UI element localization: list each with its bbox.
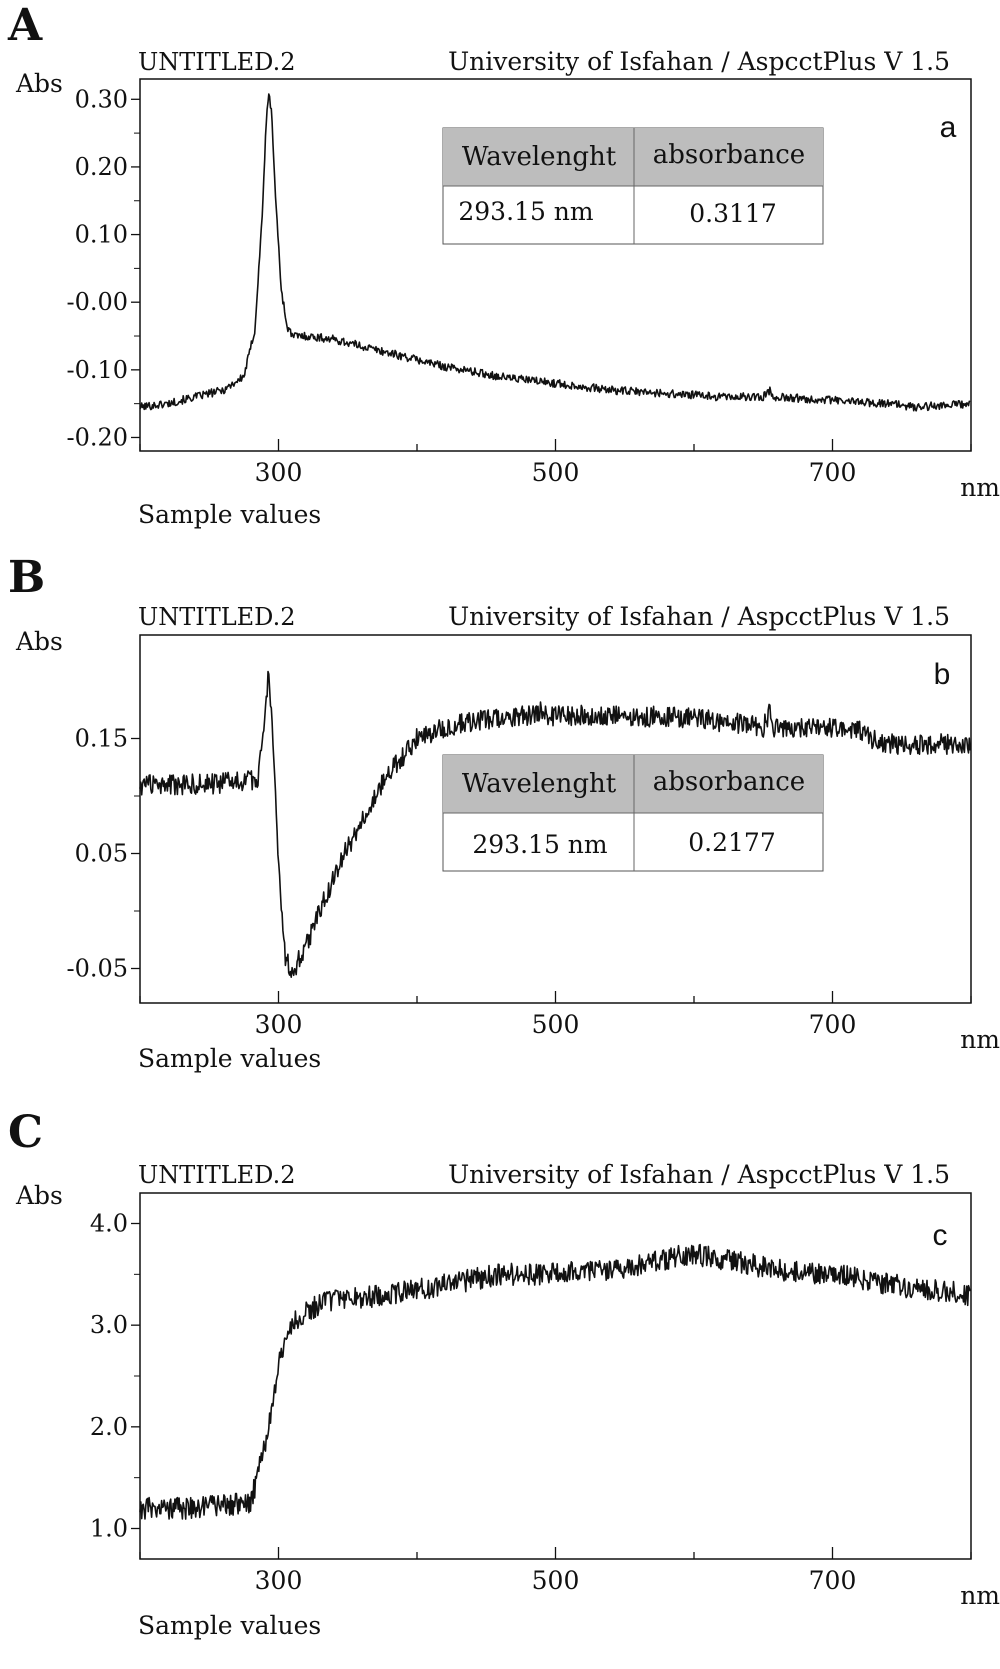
x-caption: Sample values [138, 1044, 321, 1073]
y-tick-label: -0.00 [66, 288, 128, 316]
table-cell-wavelength: 293.15 nm [472, 830, 608, 859]
x-unit-label: nm [960, 473, 1000, 502]
y-tick-label: 0.10 [75, 221, 128, 249]
x-tick-label: 700 [809, 1010, 857, 1039]
panel-b: B UNTITLED.2 University of Isfahan / Asp… [8, 552, 1000, 1073]
data-table: Wavelenght absorbance 293.15 nm 0.3117 [442, 127, 824, 245]
panel-letter: C [8, 1107, 43, 1158]
file-name: UNTITLED.2 [138, 603, 295, 631]
table-cell-absorbance: 0.2177 [688, 828, 775, 857]
x-tick-label: 500 [532, 1566, 580, 1595]
sub-label: b [934, 658, 951, 691]
panel-a: A UNTITLED.2 University of Isfahan / Asp… [7, 0, 1000, 529]
y-tick-label: -0.10 [66, 356, 128, 384]
x-caption: Sample values [138, 1611, 321, 1640]
y-tick-label: 0.20 [75, 153, 128, 181]
y-tick-label: 0.30 [75, 85, 128, 113]
y-tick-label: -0.20 [66, 423, 128, 451]
panel-letter: B [8, 552, 45, 603]
x-tick-label: 300 [255, 458, 303, 487]
panel-c: C UNTITLED.2 University of Isfahan / Asp… [8, 1107, 1000, 1640]
y-tick-label: 4.0 [90, 1210, 128, 1238]
file-name: UNTITLED.2 [138, 1161, 295, 1189]
y-tick-label: 0.05 [75, 840, 128, 868]
sub-label: a [940, 111, 957, 144]
sub-label: c [933, 1219, 948, 1252]
y-unit-label: Abs [15, 1181, 63, 1210]
spectrum-line [139, 93, 971, 412]
y-unit-label: Abs [15, 69, 63, 98]
x-unit-label: nm [960, 1581, 1000, 1610]
x-tick-label: 700 [809, 458, 857, 487]
software-name: University of Isfahan / AspcctPlus V 1.5 [448, 602, 950, 631]
y-tick-label: 1.0 [90, 1515, 128, 1543]
x-caption: Sample values [138, 500, 321, 529]
x-tick-label: 300 [255, 1566, 303, 1595]
software-name: University of Isfahan / AspcctPlus V 1.5 [448, 47, 950, 76]
y-unit-label: Abs [15, 627, 63, 656]
file-name: UNTITLED.2 [138, 48, 295, 76]
table-header-wavelength: Wavelenght [462, 142, 617, 172]
spectrum-line [139, 670, 971, 979]
x-tick-label: 700 [809, 1566, 857, 1595]
x-tick-label: 300 [255, 1010, 303, 1039]
table-header-absorbance: absorbance [653, 140, 805, 170]
panel-letter: A [7, 0, 43, 51]
software-name: University of Isfahan / AspcctPlus V 1.5 [448, 1160, 950, 1189]
x-tick-label: 500 [532, 1010, 580, 1039]
table-header-absorbance: absorbance [653, 767, 805, 797]
plot-frame [139, 1192, 972, 1560]
table-header-bg [443, 755, 823, 813]
table-cell-wavelength: 293.15 nm [458, 197, 594, 226]
table-cell-absorbance: 0.3117 [689, 199, 776, 228]
x-unit-label: nm [960, 1025, 1000, 1054]
y-tick-label: -0.05 [66, 955, 128, 983]
y-tick-label: 0.15 [75, 725, 128, 753]
table-header-bg [443, 128, 823, 186]
y-tick-label: 2.0 [90, 1413, 128, 1441]
spectrum-line [139, 1243, 971, 1520]
data-table: Wavelenght absorbance 293.15 nm 0.2177 [442, 754, 824, 872]
y-tick-label: 3.0 [90, 1311, 128, 1339]
table-header-wavelength: Wavelenght [462, 769, 617, 799]
x-tick-label: 500 [532, 458, 580, 487]
